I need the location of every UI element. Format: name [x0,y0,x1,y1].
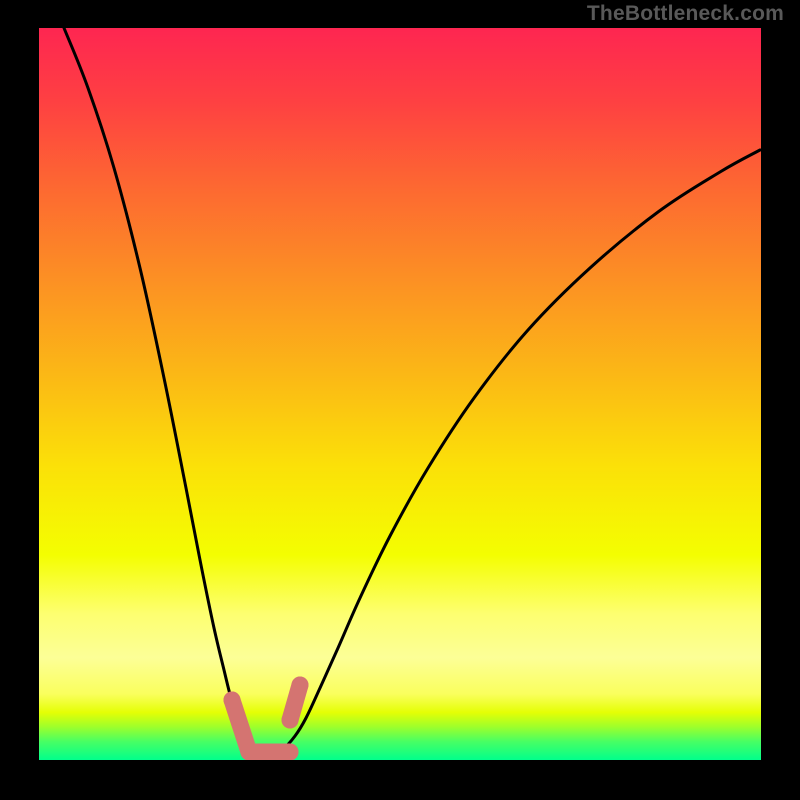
chart-svg [0,0,800,800]
plot-background [39,28,761,760]
watermark-text: TheBottleneck.com [587,2,784,26]
chart-container [0,0,800,800]
